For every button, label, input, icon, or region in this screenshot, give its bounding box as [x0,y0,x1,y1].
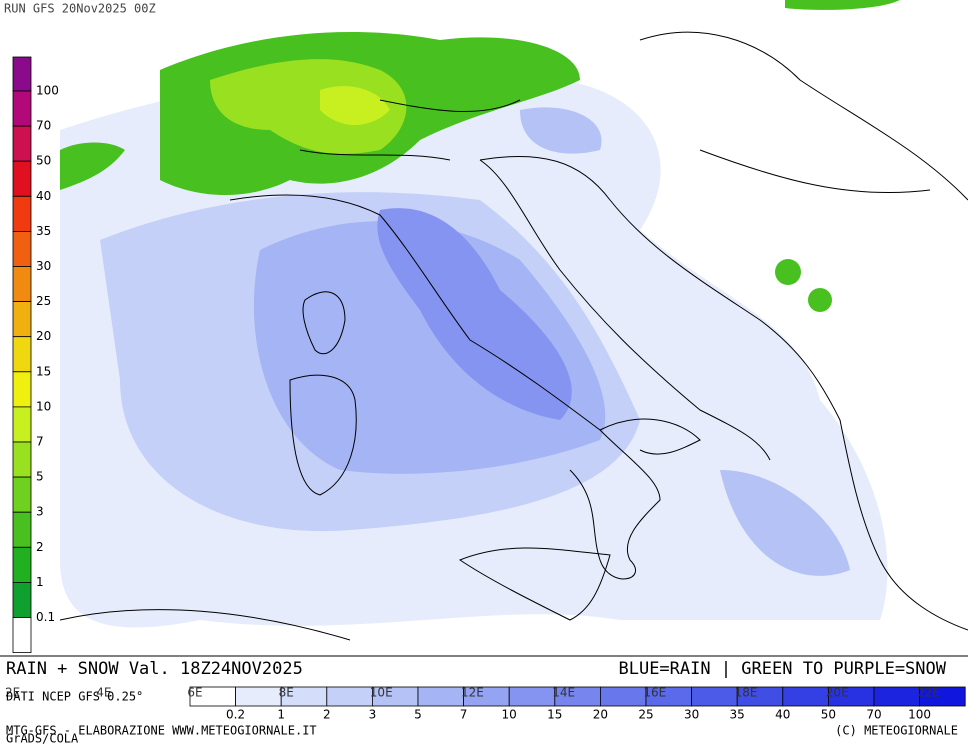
longitude-label: 16E [643,686,666,700]
rain-scale-label: 3 [369,708,377,722]
rain-color-cell [508,686,556,707]
longitude-label: 8E [279,686,294,700]
rain-scale-label: 30 [684,708,699,722]
snow-scale-label: 0.1 [36,610,55,624]
snow-scale-label: 35 [36,224,51,238]
rain-scale-label: 40 [775,708,790,722]
snow-scale-label: 70 [36,119,51,133]
snow-scale-label: 5 [36,470,44,484]
corner [0,18,60,48]
snow-color-cell [12,336,32,373]
longitude-label: 20E [826,686,849,700]
coastlines [59,31,968,641]
rain-color-cell [691,686,738,707]
rain-scale-label: 2 [323,708,331,722]
rain-scale-label: 15 [547,708,562,722]
rain-scale-label: 25 [638,708,653,722]
snow-color-cell [12,195,32,232]
snow-color-cell [12,56,32,92]
snow-color-cell [12,476,32,513]
snow-scale-label: 25 [36,294,51,308]
snow-scale-label: 20 [36,329,51,343]
rain-color-cell [417,686,464,707]
snow-color-cell [12,511,32,548]
longitude-label: 6E [187,686,202,700]
data-source: DATI NCEP GFS 0.25° [6,690,143,704]
longitude-label: 14E [552,686,575,700]
snow-scale-label: 100 [36,84,59,98]
longitude-label: 10E [370,686,393,700]
rain-scale-label: 20 [593,708,608,722]
snow-field [60,0,900,312]
snow-color-cell [12,441,32,478]
snow-color-cell [12,125,32,162]
snow-scale-label: 15 [36,364,51,378]
rain-scale-label: 10 [502,708,517,722]
longitude-label: 2E [5,686,20,700]
rain-color-cell [782,686,829,707]
credit: MTG-GFS - ELABORAZIONE WWW.METEOGIORNALE… [6,724,317,738]
snow-color-cell [12,301,32,338]
snow-color-cell [12,582,32,618]
rain-color-cell [919,686,966,707]
rain-color-cell [235,686,282,707]
run-title: RUN GFS 20Nov2025 00Z [4,2,156,16]
copyright: (C) METEOGIORNALE [835,724,958,738]
header-box [0,0,237,18]
software: GrADS/COLA [6,732,79,746]
rain-color-cell [873,686,920,707]
snow-scale-label: 7 [36,435,44,449]
snow-color-cell [12,160,32,197]
snow-color-cell [12,266,32,302]
rain-scale-label: 50 [821,708,836,722]
snow-color-cell [12,90,32,127]
snow-scale-label: 3 [36,505,44,519]
snow-scale-label: 30 [36,259,51,273]
rain-scale-label: 5 [414,708,422,722]
rain-scale-label: 70 [866,708,881,722]
rain-scale-label: 7 [460,708,468,722]
rain-scale-label: 100 [908,708,931,722]
rain-scale-label: 35 [730,708,745,722]
snow-color-cell [12,406,32,443]
longitude-label: 18E [735,686,758,700]
snow-scale-label: 2 [36,540,44,554]
snow-color-cell [12,230,32,267]
footer-left-title: RAIN + SNOW Val. 18Z24NOV2025 [6,659,303,679]
snow-color-cell [12,546,32,583]
rain-field [60,73,888,628]
snow-color-cell [12,371,32,408]
rain-scale-label: 0.2 [226,708,245,722]
longitude-label: 22E [917,686,940,700]
longitude-label: 12E [461,686,484,700]
snow-scale-label: 10 [36,399,51,413]
rain-color-cell [326,686,373,707]
longitude-label: 4E [96,686,111,700]
snow-scale-label: 40 [36,189,51,203]
rain-scale-label: 1 [277,708,285,722]
snow-scale-label: 1 [36,575,44,589]
snow-scale-label: 50 [36,154,51,168]
rain-color-cell [600,686,647,707]
footer-right-title: BLUE=RAIN | GREEN TO PURPLE=SNOW [618,659,946,679]
snow-colorbar: 100 70 50 40 35 30 25 20 15 10 7 5 3 2 1 0.1 [12,56,59,653]
snow-color-cell [12,617,32,653]
